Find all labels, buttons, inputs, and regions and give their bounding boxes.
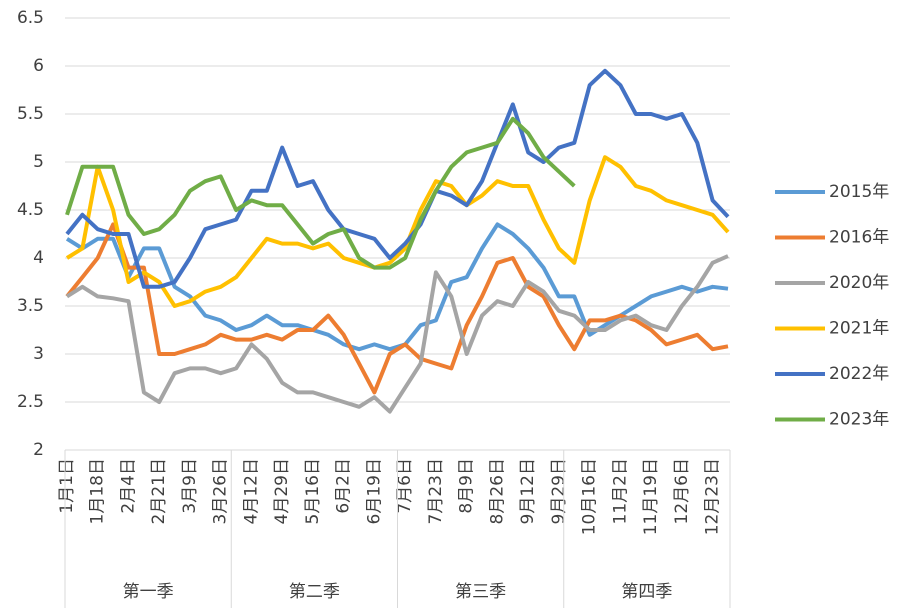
x-tick-label: 7月23日 [426,458,446,524]
series-line [65,155,730,308]
x-tick-label: 6月19日 [364,458,384,524]
x-tick-label: 3月9日 [180,458,200,514]
legend-label: 2015年 [829,182,889,202]
group-label: 第三季 [455,582,506,602]
y-tick-label: 6 [33,56,44,76]
legend-label: 2023年 [829,410,889,430]
legend-label: 2020年 [829,273,889,293]
series-line [65,254,729,414]
x-tick-label: 8月9日 [457,458,477,514]
x-tick-label: 10月16日 [580,458,600,535]
legend-label: 2022年 [829,364,889,384]
x-tick-label: 12月23日 [703,458,723,535]
series-line [65,222,729,352]
x-tick-label: 2月4日 [118,458,138,514]
y-tick-label: 4.5 [17,200,44,220]
x-tick-label: 4月12日 [241,458,261,524]
x-tick-label: 4月29日 [272,458,292,524]
y-tick-label: 2 [33,440,44,460]
group-label: 第四季 [621,582,672,602]
x-tick-label: 3月26日 [211,458,231,524]
series-line [65,116,576,270]
x-tick-label: 8月26日 [487,458,507,524]
y-tick-label: 5.5 [17,104,44,124]
group-label: 第二季 [289,582,340,602]
x-tick-label: 1月1日 [57,458,77,514]
legend-label: 2016年 [829,228,889,248]
x-tick-label: 11月2日 [610,458,630,524]
y-tick-label: 4 [33,248,44,268]
x-tick-label: 7月6日 [395,458,415,514]
x-tick-label: 1月18日 [88,458,108,524]
group-label: 第一季 [123,582,174,602]
y-tick-label: 3.5 [17,296,44,316]
x-tick-label: 12月6日 [672,458,692,524]
series-line [65,222,729,395]
series-line [65,68,730,289]
x-tick-label: 11月19日 [641,458,661,535]
x-tick-label: 9月29日 [549,458,569,524]
y-tick-label: 3 [33,344,44,364]
x-tick-label: 5月16日 [303,458,323,524]
y-tick-label: 6.5 [17,8,44,28]
y-tick-label: 5 [33,152,44,172]
x-tick-label: 6月2日 [334,458,354,514]
y-tick-label: 2.5 [17,392,44,412]
x-tick-label: 2月21日 [149,458,169,524]
x-tick-label: 9月12日 [518,458,538,524]
legend-label: 2021年 [829,319,889,339]
